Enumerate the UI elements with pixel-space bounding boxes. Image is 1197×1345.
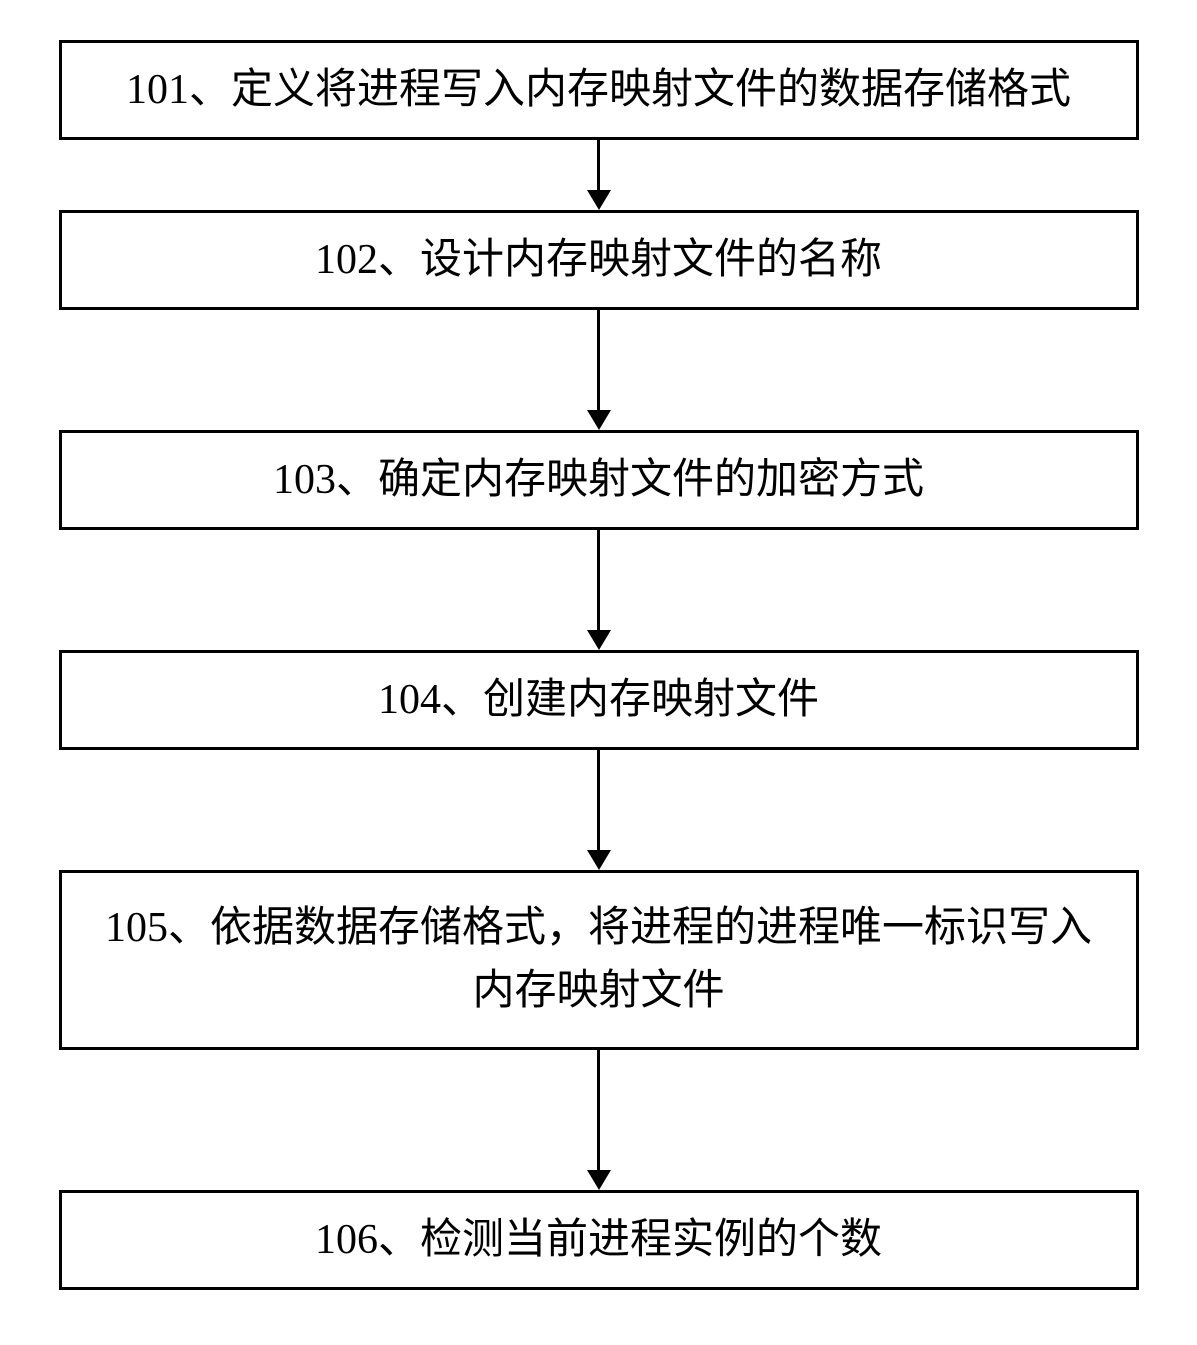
node-label: 105、依据数据存储格式，将进程的进程唯一标识写入内存映射文件 <box>92 897 1106 1023</box>
arrow-head-icon <box>587 190 611 210</box>
arrow-line <box>597 530 600 630</box>
node-label: 106、检测当前进程实例的个数 <box>315 1209 882 1272</box>
arrow-line <box>597 1050 600 1170</box>
flowchart-node-104: 104、创建内存映射文件 <box>59 650 1139 750</box>
arrow-head-icon <box>587 1170 611 1190</box>
flowchart-container: 101、定义将进程写入内存映射文件的数据存储格式 102、设计内存映射文件的名称… <box>49 40 1149 1290</box>
node-label: 101、定义将进程写入内存映射文件的数据存储格式 <box>126 59 1071 122</box>
arrow-head-icon <box>587 410 611 430</box>
arrow-line <box>597 310 600 410</box>
node-label: 102、设计内存映射文件的名称 <box>315 229 882 292</box>
arrow-head-icon <box>587 630 611 650</box>
flowchart-node-101: 101、定义将进程写入内存映射文件的数据存储格式 <box>59 40 1139 140</box>
arrow-line <box>597 140 600 190</box>
arrow-4 <box>587 750 611 870</box>
node-label: 103、确定内存映射文件的加密方式 <box>273 449 924 512</box>
node-label: 104、创建内存映射文件 <box>378 669 819 732</box>
arrow-head-icon <box>587 850 611 870</box>
arrow-line <box>597 750 600 850</box>
flowchart-node-106: 106、检测当前进程实例的个数 <box>59 1190 1139 1290</box>
arrow-3 <box>587 530 611 650</box>
arrow-2 <box>587 310 611 430</box>
flowchart-node-105: 105、依据数据存储格式，将进程的进程唯一标识写入内存映射文件 <box>59 870 1139 1050</box>
flowchart-node-103: 103、确定内存映射文件的加密方式 <box>59 430 1139 530</box>
flowchart-node-102: 102、设计内存映射文件的名称 <box>59 210 1139 310</box>
arrow-1 <box>587 140 611 210</box>
arrow-5 <box>587 1050 611 1190</box>
